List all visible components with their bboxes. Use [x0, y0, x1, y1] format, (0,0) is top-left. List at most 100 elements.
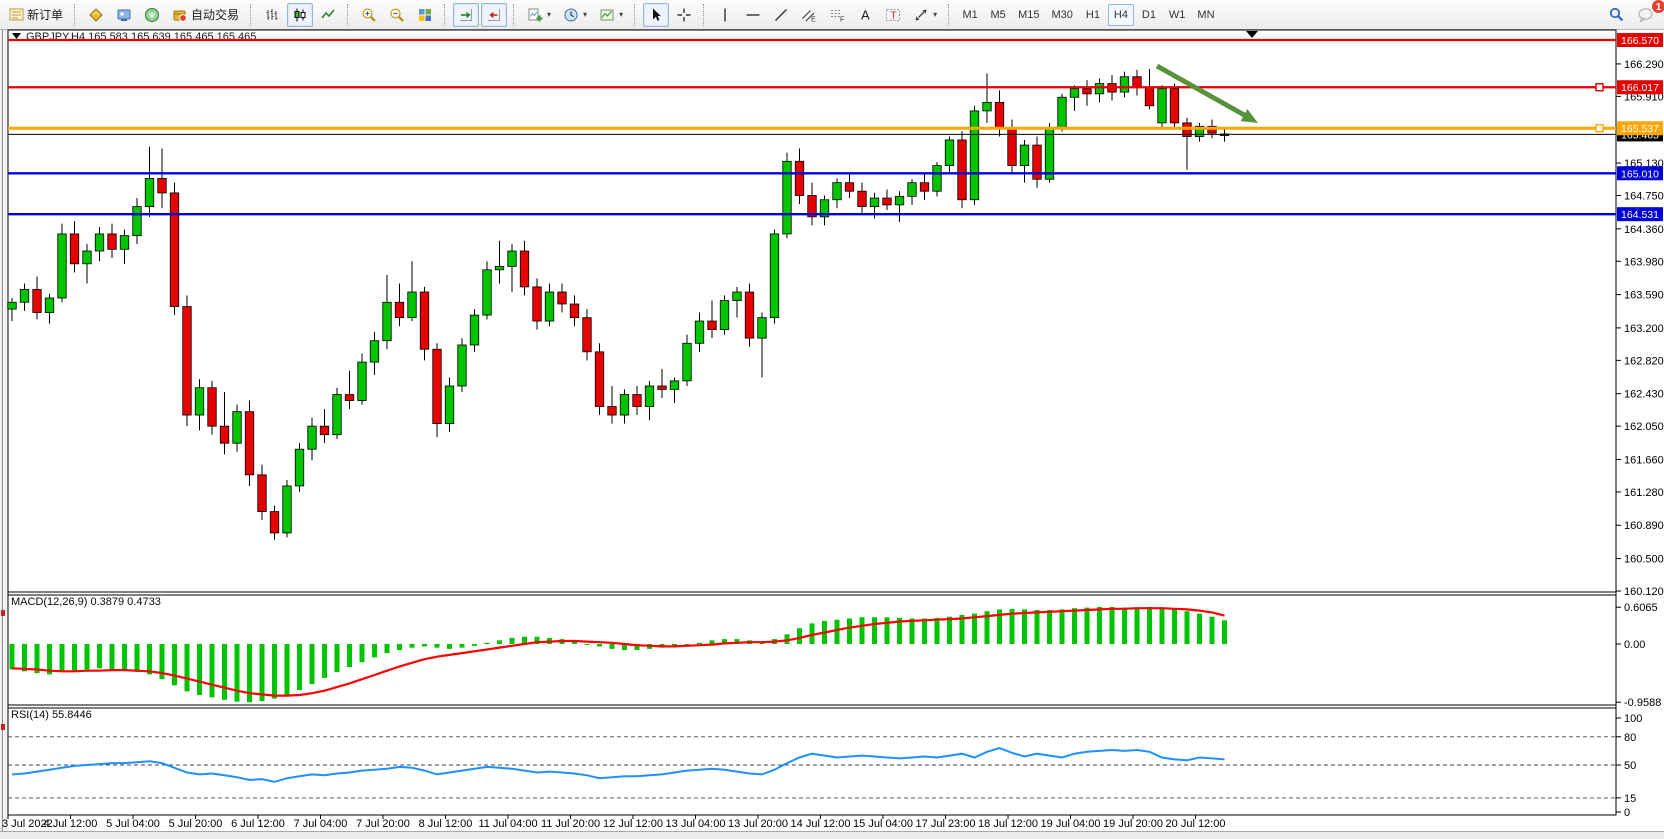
macd-histogram-bar — [409, 644, 415, 648]
signals-button[interactable] — [139, 3, 165, 27]
timeframe-m5[interactable]: M5 — [985, 4, 1011, 26]
candle-up — [7, 301, 17, 310]
arrows-button[interactable]: ▾ — [908, 3, 942, 27]
price-axis[interactable]: 166.290165.910165.130164.750164.360163.9… — [1616, 59, 1664, 819]
rsi-pane — [8, 736, 1616, 799]
autotrading-button[interactable]: 自动交易 — [167, 3, 244, 27]
candle-up — [832, 182, 842, 201]
rsi-line — [11, 747, 1225, 783]
macd-histogram-bar — [897, 617, 902, 644]
left-edge-groove — [2, 30, 4, 831]
macd-histogram-bar — [259, 644, 265, 702]
timeframe-mn[interactable]: MN — [1192, 4, 1219, 26]
timeframe-w1[interactable]: W1 — [1164, 4, 1191, 26]
pane-splitter-grip[interactable] — [1, 724, 5, 730]
auto-scroll-button[interactable] — [453, 2, 480, 27]
trend-arrow-annotation[interactable] — [1155, 63, 1248, 119]
notifications-button[interactable]: 1 — [1632, 0, 1664, 27]
templates-button[interactable]: ▾ — [594, 3, 628, 27]
macd-histogram-bar — [972, 613, 977, 644]
text-button[interactable]: A — [852, 3, 878, 27]
svg-text:166.570: 166.570 — [1621, 35, 1659, 47]
timeframe-m1[interactable]: M1 — [957, 4, 983, 26]
candle-up — [982, 101, 992, 112]
candle-down — [32, 289, 42, 313]
price-tag-166570[interactable]: 166.570 — [1617, 33, 1663, 47]
candle-down — [1169, 88, 1180, 124]
shift-icon — [486, 7, 502, 23]
chart-shift-button[interactable] — [481, 2, 508, 27]
candle-up — [1069, 88, 1080, 98]
price-tag-166017[interactable]: 166.017 — [1617, 80, 1663, 95]
candle-up — [494, 265, 505, 271]
zoom-in-button[interactable] — [356, 3, 382, 27]
date-axis-label: 15 Jul 04:00 — [853, 818, 913, 830]
candle-down — [319, 425, 330, 436]
line-chart-button[interactable] — [315, 3, 341, 27]
channel-button[interactable]: E — [796, 3, 822, 27]
new-order-button[interactable]: 新订单 — [4, 3, 68, 27]
chevron-down-icon: ▾ — [619, 10, 624, 19]
candle-down — [182, 306, 192, 416]
neworder-icon — [9, 7, 24, 22]
market-watch-button[interactable] — [111, 3, 137, 27]
vline-icon — [717, 7, 733, 23]
macd-histogram-bar — [672, 644, 677, 647]
timeframe-d1[interactable]: D1 — [1136, 4, 1162, 26]
cursor-icon — [648, 7, 664, 23]
toolbar-separator — [444, 3, 447, 26]
macd-histogram-bar — [109, 644, 115, 670]
price-tag-165537[interactable]: 165.537 — [1617, 121, 1663, 136]
macd-histogram-bar — [359, 644, 365, 663]
macd-histogram-bar — [172, 644, 177, 686]
periods-button[interactable]: ▾ — [558, 3, 592, 27]
candlestick-chart-button[interactable] — [287, 2, 314, 27]
metaeditor-button[interactable] — [83, 3, 109, 27]
line-handle[interactable] — [1595, 83, 1604, 92]
candle-down — [657, 385, 667, 390]
candle-down — [594, 351, 605, 407]
zoom-out-button[interactable] — [384, 3, 410, 27]
timeframe-m15[interactable]: M15 — [1013, 4, 1044, 26]
bar-chart-button[interactable] — [259, 3, 285, 27]
price-tag-165010[interactable]: 165.010 — [1617, 166, 1663, 181]
chevron-down-icon: ▾ — [583, 10, 588, 19]
timeframe-m30[interactable]: M30 — [1047, 4, 1078, 26]
tile-windows-button[interactable] — [412, 3, 438, 27]
candle-up — [1019, 144, 1030, 166]
trendline-button[interactable] — [768, 3, 794, 27]
line-handle[interactable] — [1595, 124, 1604, 133]
chat-icon — [1637, 6, 1655, 23]
chart-shift-marker[interactable] — [1246, 31, 1258, 38]
cursor-button[interactable] — [643, 2, 670, 27]
trend-arrow-head[interactable] — [1240, 109, 1258, 123]
macd-histogram-bar — [184, 644, 190, 692]
timeframe-h1[interactable]: H1 — [1080, 4, 1106, 26]
text-label-button[interactable]: T — [880, 3, 906, 27]
search-button[interactable] — [1603, 3, 1630, 27]
crosshair-button[interactable] — [671, 3, 697, 27]
date-axis-label: 18 Jul 12:00 — [978, 818, 1038, 830]
vertical-line-button[interactable] — [712, 3, 738, 27]
price-axis-tick: 164.750 — [1624, 190, 1664, 202]
rsi-axis-tick: 80 — [1624, 732, 1636, 744]
pane-splitter-grip[interactable] — [1, 610, 5, 616]
price-tag-164531[interactable]: 164.531 — [1617, 207, 1663, 222]
candle-up — [457, 344, 467, 387]
fibonacci-button[interactable]: F — [824, 3, 850, 27]
macd-histogram-bar — [1159, 607, 1165, 644]
price-axis-tick: 163.200 — [1624, 323, 1664, 335]
macd-histogram-bar — [422, 644, 427, 647]
macd-histogram-bar — [722, 639, 727, 644]
candle-up — [382, 301, 392, 342]
timeframe-h4[interactable]: H4 — [1107, 3, 1134, 26]
macd-histogram-bar — [397, 644, 402, 651]
horizontal-line-button[interactable] — [740, 3, 766, 27]
candle-up — [769, 233, 780, 319]
new-chart-button[interactable]: ▾ — [522, 3, 556, 27]
svg-text:F: F — [840, 16, 844, 23]
candle-up — [294, 448, 305, 487]
macd-histogram-bar — [122, 644, 127, 671]
